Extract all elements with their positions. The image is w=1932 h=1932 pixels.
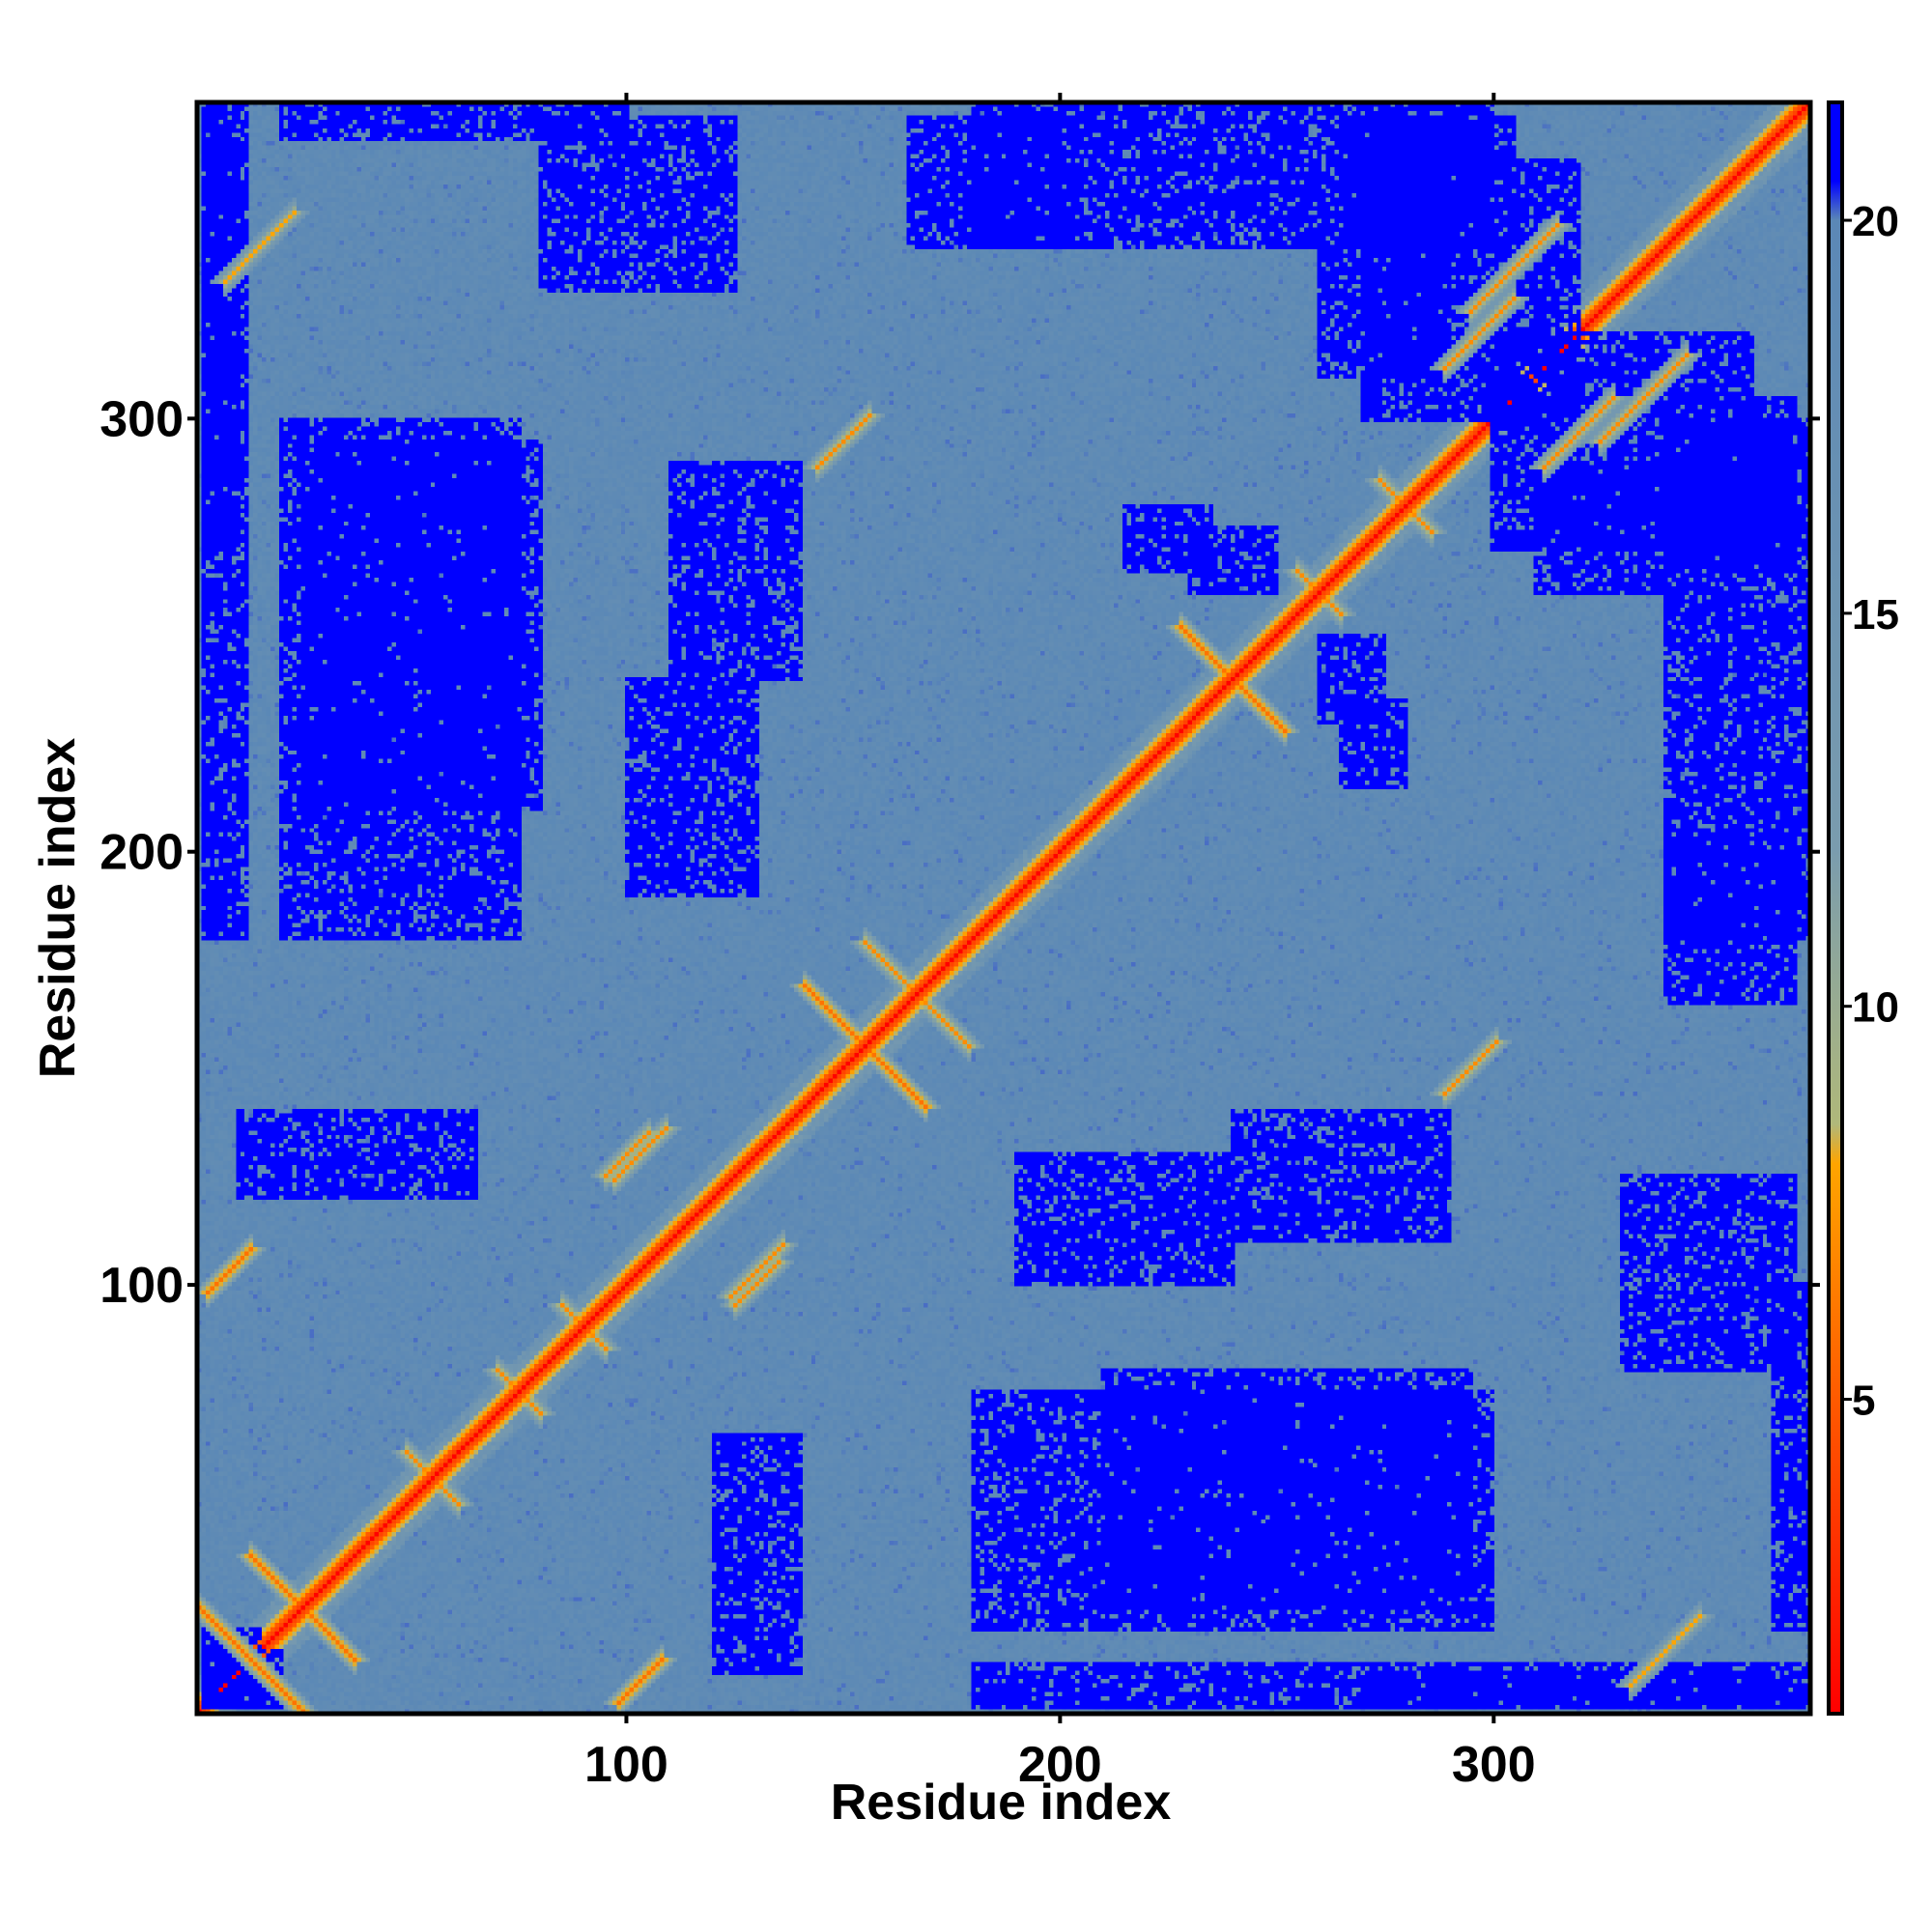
y-tick-label: 200 [99, 825, 184, 881]
colorbar-tick-label: 10 [1852, 984, 1899, 1032]
x-axis-ticks: 100 200 300 [584, 93, 1536, 1793]
colorbar-tick-label: 15 [1852, 591, 1899, 639]
x-tick-label: 100 [584, 1737, 668, 1793]
y-axis-ticks: 100 200 300 [99, 391, 1820, 1314]
colorbar-tick-label: 5 [1852, 1378, 1875, 1425]
colorbar-bar [1827, 100, 1844, 1716]
plot-frame [194, 99, 1813, 1717]
y-tick-label: 100 [99, 1258, 184, 1314]
x-tick-label: 300 [1452, 1737, 1536, 1793]
colorbar-tick-label: 20 [1852, 198, 1899, 245]
heatmap-image [197, 102, 1810, 1714]
heatmap [197, 102, 1810, 1714]
colorbar-ticks: 5 10 15 20 [1842, 198, 1899, 1425]
y-tick-label: 300 [99, 391, 184, 447]
x-axis-title: Residue index [831, 1775, 1172, 1831]
x-tick-label: 200 [1018, 1737, 1102, 1793]
colorbar: 5 10 15 20 [1827, 100, 1899, 1716]
y-axis-title: Residue index [30, 738, 86, 1079]
